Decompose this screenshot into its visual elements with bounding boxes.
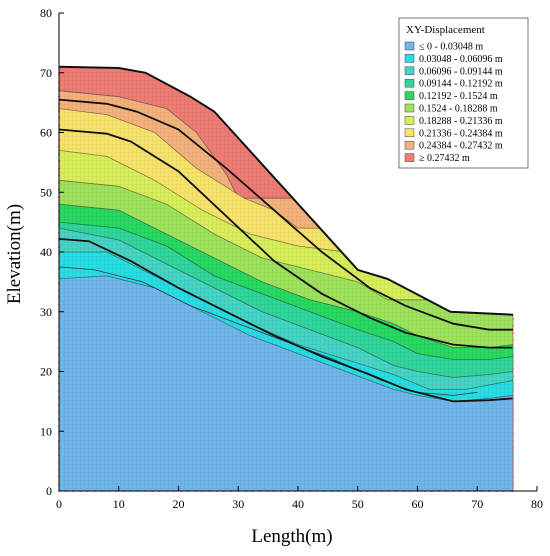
legend: XY-Displacement ≤ 0 - 0.03048 m0.03048 -… <box>398 17 529 169</box>
legend-frame <box>398 17 529 169</box>
boundary-marker-right <box>512 468 515 471</box>
slip-surface-2 <box>58 128 514 349</box>
boundary-marker-right <box>512 461 515 464</box>
y-tick-label: 70 <box>40 66 52 80</box>
x-tick-label: 0 <box>56 497 62 511</box>
legend-label: 0.24384 - 0.27432 m <box>419 141 503 152</box>
boundary-marker-right <box>512 446 515 449</box>
boundary-marker-right <box>512 418 515 421</box>
legend-swatch <box>404 116 415 125</box>
x-tick-label: 60 <box>412 497 424 511</box>
y-tick-label: 0 <box>46 484 52 498</box>
y-tick-label: 80 <box>40 6 52 20</box>
boundary-marker-right <box>512 360 515 363</box>
legend-swatch <box>404 153 415 162</box>
x-axis-title: Length(m) <box>251 526 332 547</box>
boundary-marker-right <box>512 339 515 342</box>
legend-swatch <box>404 91 415 100</box>
boundary-marker-right <box>512 325 515 328</box>
legend-label: ≤ 0 - 0.03048 m <box>419 42 483 53</box>
legend-swatch <box>404 103 415 113</box>
boundary-marker-right <box>512 317 515 320</box>
y-axis-title: Elevation(m) <box>4 204 25 304</box>
slip-surface-1 <box>58 98 514 331</box>
plot-area <box>58 65 515 492</box>
legend-swatch <box>404 54 415 63</box>
boundary-marker-right <box>512 411 515 414</box>
x-tick-label: 70 <box>471 497 483 511</box>
legend-label: 0.1524 - 0.18288 m <box>419 104 498 115</box>
legend-label: 0.18288 - 0.21336 m <box>419 116 503 127</box>
mesh-overlay <box>59 66 514 492</box>
boundary-marker-right <box>512 439 515 442</box>
legend-swatch <box>404 140 415 150</box>
legend-swatch <box>404 41 415 51</box>
legend-swatch <box>404 66 415 76</box>
boundary-marker-right <box>512 353 515 356</box>
x-tick-label: 20 <box>173 497 185 511</box>
boundary-marker-right <box>512 425 515 428</box>
x-tick-label: 40 <box>292 497 304 511</box>
x-tick-label: 80 <box>531 497 543 511</box>
y-tick-label: 50 <box>40 185 52 199</box>
slope-surface-line <box>58 65 514 316</box>
legend-label: 0.03048 - 0.06096 m <box>419 54 503 65</box>
legend-label: 0.21336 - 0.24384 m <box>419 128 503 139</box>
legend-label: 0.12192 - 0.1524 m <box>419 91 498 102</box>
boundary-marker-right <box>512 403 515 406</box>
legend-swatch <box>404 78 415 88</box>
legend-label: ≥ 0.27432 m <box>419 153 470 164</box>
legend-entries: ≤ 0 - 0.03048 m0.03048 - 0.06096 m0.0609… <box>404 41 503 164</box>
x-tick-label: 10 <box>113 497 125 511</box>
boundary-marker-right <box>512 432 515 435</box>
boundary-marker-right <box>512 382 515 385</box>
boundary-marker-right <box>512 375 515 378</box>
boundary-marker-right <box>512 332 515 335</box>
y-tick-label: 10 <box>40 424 52 438</box>
boundary-marker-right <box>512 368 515 371</box>
boundary-marker-right <box>512 482 515 485</box>
x-tick-label: 50 <box>352 497 364 511</box>
boundary-marker-right <box>512 475 515 478</box>
legend-title: XY-Displacement <box>406 24 485 36</box>
x-tick-label: 30 <box>232 497 244 511</box>
legend-label: 0.09144 - 0.12192 m <box>419 79 503 90</box>
boundary-marker-right <box>512 396 515 399</box>
axes: 0 10 20 30 40 50 60 70 80 0 10 20 30 40 50 60 70 80 <box>40 6 543 511</box>
y-tick-label: 40 <box>40 245 52 259</box>
boundary-marker-right <box>512 454 515 457</box>
legend-swatch <box>404 128 415 138</box>
contour-bands <box>59 66 514 492</box>
legend-label: 0.06096 - 0.09144 m <box>419 66 503 77</box>
y-tick-label: 60 <box>40 126 52 140</box>
y-tick-label: 30 <box>40 305 52 319</box>
boundary-marker-right <box>512 389 515 392</box>
boundary-marker-right <box>512 346 515 349</box>
y-tick-label: 20 <box>40 365 52 379</box>
slip-surface-3 <box>58 238 514 403</box>
